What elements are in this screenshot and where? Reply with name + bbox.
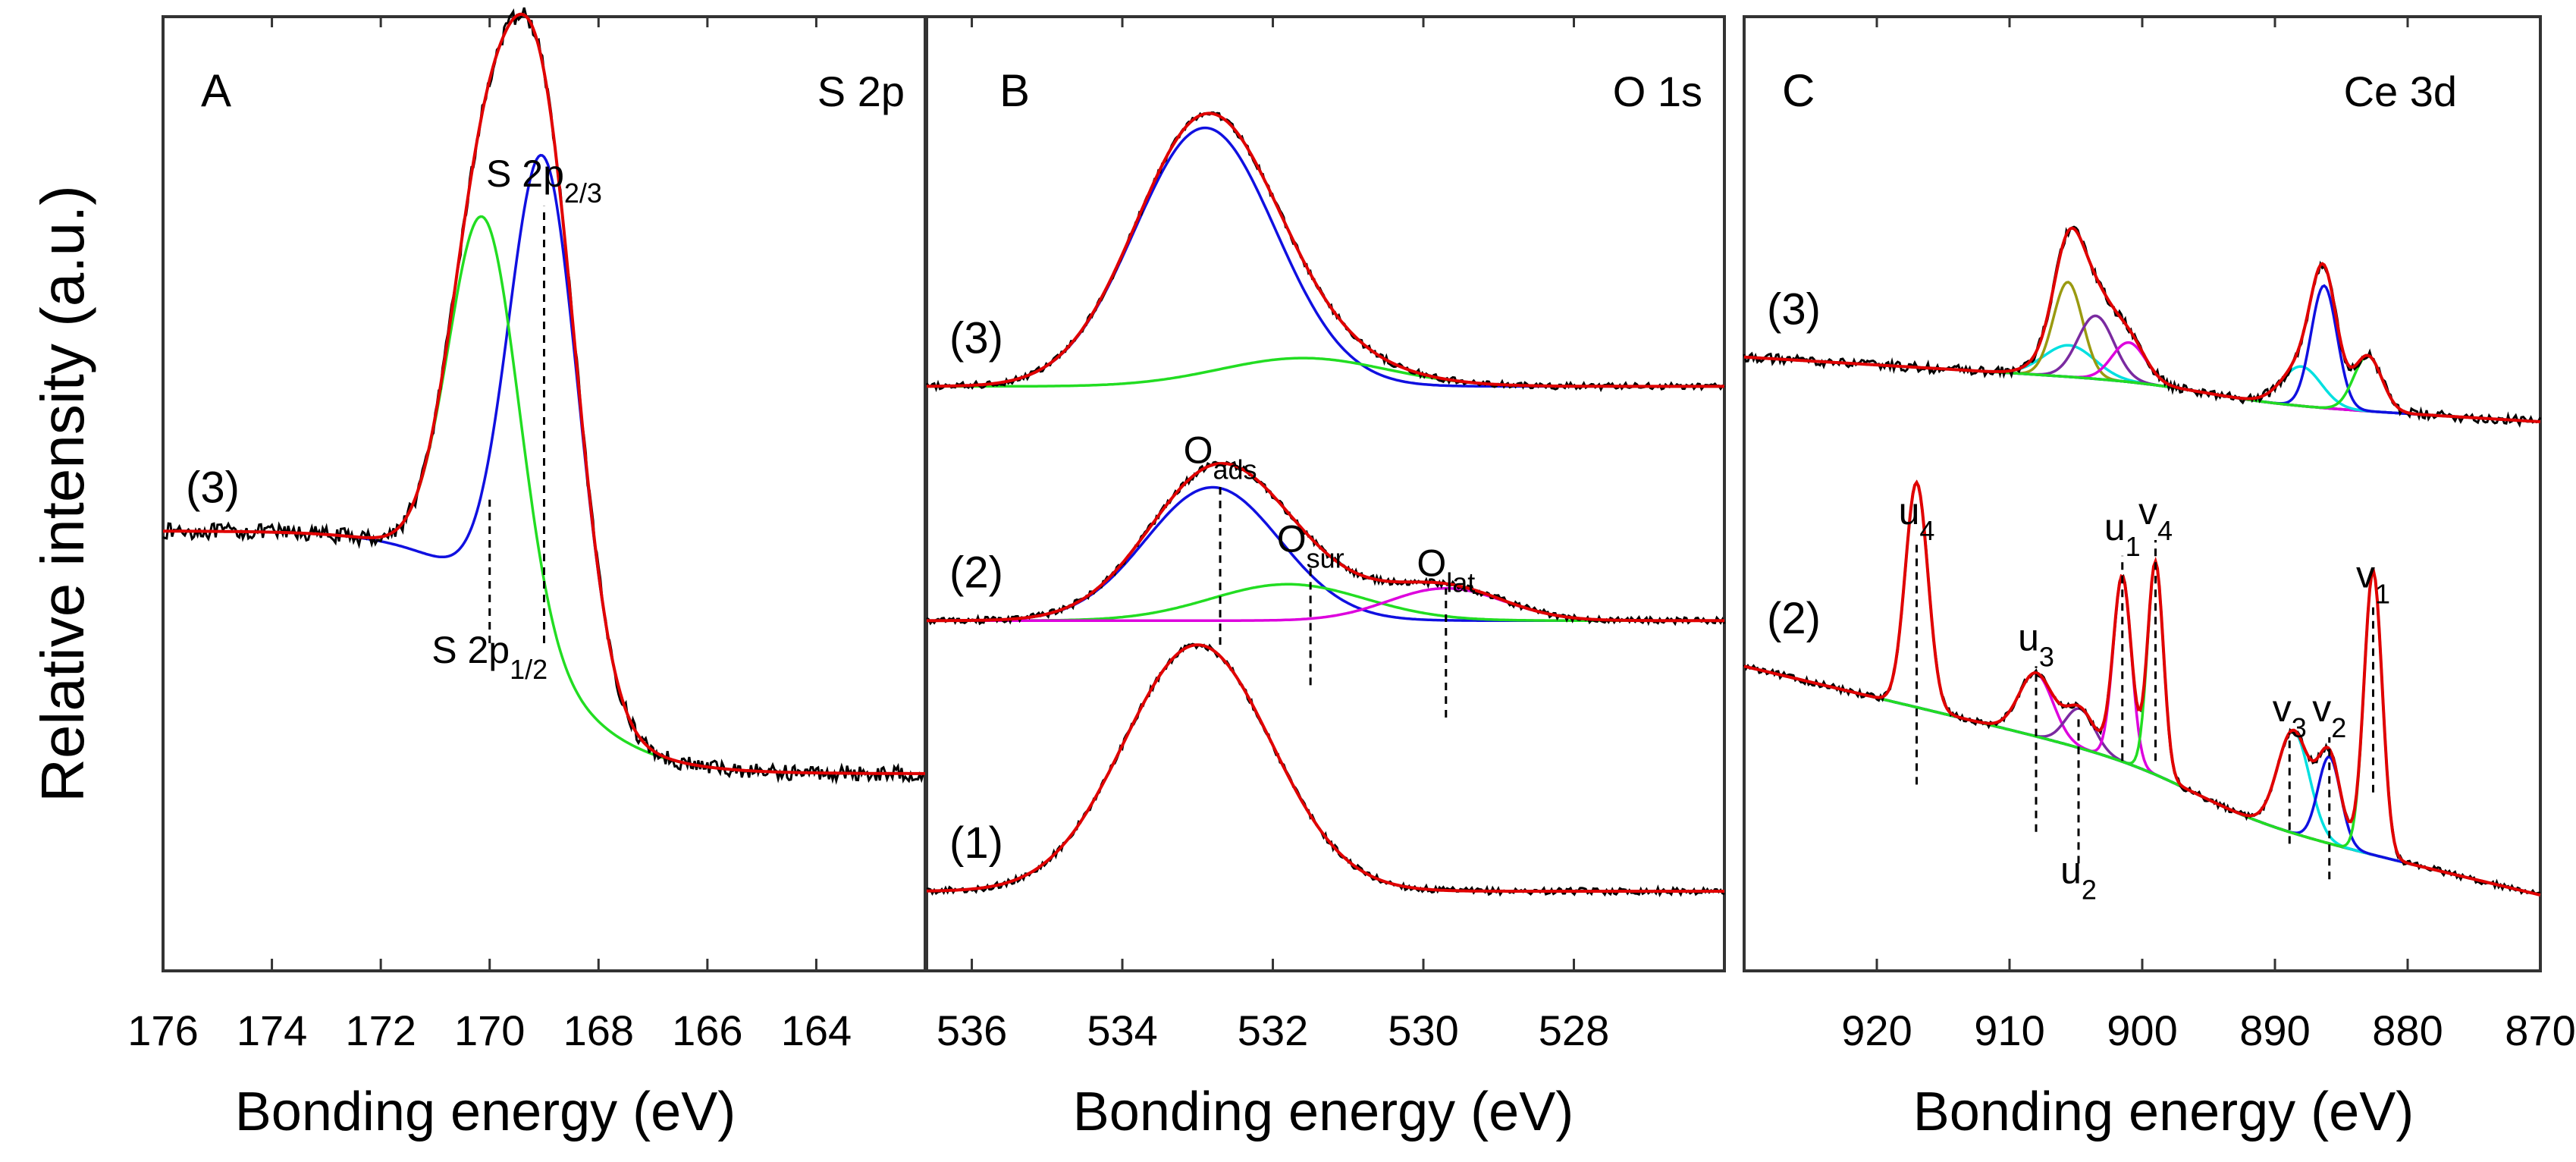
panel-c-peak-label: v2 xyxy=(2312,687,2346,743)
panel-b-spectrum-3-envelope xyxy=(927,643,1724,893)
peak-label-main: S 2p xyxy=(431,629,510,671)
panel-b: B O 1s Bonding energy (eV) xyxy=(925,15,1726,1142)
panel-c-spectrum-2-component-green xyxy=(1743,557,2541,897)
peak-label-subscript: 4 xyxy=(1919,515,1934,546)
panel-b-peak-label: Oads xyxy=(1184,429,1257,485)
panel-c-spectrum-2-component-magenta xyxy=(1743,575,2541,897)
peak-label-subscript: 2 xyxy=(2082,874,2097,905)
panel-c-spectrum-label: (3) xyxy=(1767,285,1821,334)
panel-c-spectrum-2-measured xyxy=(1743,479,2541,895)
peak-label-subscript: 1 xyxy=(2375,578,2390,609)
panel-c-region-title: Ce 3d xyxy=(2344,68,2457,115)
panel-b-peak-label: Osur xyxy=(1277,518,1344,574)
panel-b-spectrum-1-measured xyxy=(925,111,1725,393)
panel-a-xtick-label: 172 xyxy=(345,1007,416,1054)
panel-b-xtick-label: 534 xyxy=(1087,1007,1157,1054)
panel-a-xtick-label: 174 xyxy=(237,1007,307,1054)
panel-a-xlabel: Bonding energy (eV) xyxy=(235,1082,736,1142)
panel-b-spectrum-1-component-blue xyxy=(927,126,1724,388)
panel-b-region-title: O 1s xyxy=(1613,68,1702,115)
panel-c-peak-label: u1 xyxy=(2104,506,2141,562)
panel-b-letter: B xyxy=(999,65,1030,116)
panel-c-peak-label: v1 xyxy=(2356,553,2390,609)
peak-label-subscript: sur xyxy=(1307,542,1344,573)
peak-label-main: u xyxy=(2018,617,2039,659)
panel-a-xtick-label: 166 xyxy=(672,1007,742,1054)
panel-b-frame xyxy=(925,15,1726,972)
panel-c-spectrum-1-measured xyxy=(1743,225,2542,428)
peak-label-subscript: 1 xyxy=(2126,531,2141,562)
panel-c-peak-label: u3 xyxy=(2018,617,2054,673)
peak-label-subscript: 1/2 xyxy=(510,653,548,684)
panel-c-spectrum-2-component-green xyxy=(1743,567,2541,897)
panel-b-xlabel: Bonding energy (eV) xyxy=(1073,1082,1574,1142)
panel-c-peak-label: v3 xyxy=(2273,687,2307,743)
panel-c-letter: C xyxy=(1782,65,1815,116)
panel-a-xtick-label: 176 xyxy=(127,1007,198,1054)
panel-b-spectrum-label: (2) xyxy=(949,548,1003,597)
panel-b-spectrum-label: (3) xyxy=(949,313,1003,363)
panel-c-spectrum-label: (2) xyxy=(1767,594,1821,643)
panel-b-peak-label: Olat xyxy=(1417,542,1475,598)
panel-a: A S 2p Bonding energy (eV) xyxy=(162,15,927,1142)
panel-a-spectrum-1-envelope xyxy=(162,12,925,775)
panel-a-xtick-label: 164 xyxy=(781,1007,852,1054)
panel-c-spectrum-1-envelope xyxy=(1743,226,2541,423)
panel-b-spectrum-2-envelope xyxy=(927,462,1724,623)
panel-a-region-title: S 2p xyxy=(817,68,905,115)
panel-c-xtick-label: 920 xyxy=(1841,1007,1912,1054)
peak-label-subscript: 3 xyxy=(2292,712,2307,743)
peak-label-subscript: 4 xyxy=(2157,515,2173,546)
peak-label-main: S 2p xyxy=(486,152,564,195)
peak-label-main: v xyxy=(2312,687,2331,730)
panel-c-xtick-label: 870 xyxy=(2505,1007,2575,1054)
panel-b-xtick-label: 532 xyxy=(1238,1007,1308,1054)
peak-label-subscript: lat xyxy=(1446,567,1475,598)
peak-label-subscript: 2/3 xyxy=(564,177,602,209)
panel-b-spectrum-3-measured xyxy=(926,642,1725,897)
panel-c: C Ce 3d Bonding energy (eV) xyxy=(1743,15,2542,1142)
panel-a-spectrum-label: (3) xyxy=(186,463,240,512)
peak-label-main: v xyxy=(2138,490,2157,532)
peak-label-subscript: 3 xyxy=(2039,641,2054,672)
panel-b-spectrum-1-envelope xyxy=(927,111,1724,388)
peak-label-main: O xyxy=(1277,518,1307,561)
peak-label-main: u xyxy=(2060,849,2082,891)
panel-a-plot: 176 174 172 170 168 166 164(3)S 2p2/3S 2p1/2 xyxy=(127,7,925,1054)
panel-c-xtick-label: 880 xyxy=(2372,1007,2443,1054)
peak-label-main: u xyxy=(2104,506,2126,548)
panel-c-xlabel: Bonding energy (eV) xyxy=(1913,1082,2414,1142)
panel-b-xtick-label: 536 xyxy=(937,1007,1007,1054)
panel-c-xtick-label: 910 xyxy=(1974,1007,2044,1054)
panel-a-xtick-label: 170 xyxy=(454,1007,525,1054)
peak-label-main: v xyxy=(2273,687,2292,730)
peak-label-subscript: ads xyxy=(1213,454,1257,485)
panel-c-xtick-label: 900 xyxy=(2107,1007,2177,1054)
peak-label-main: O xyxy=(1417,542,1446,585)
peak-label-subscript: 2 xyxy=(2331,712,2346,743)
panel-b-xtick-label: 528 xyxy=(1539,1007,1609,1054)
panel-a-peak-label: S 2p2/3 xyxy=(486,152,602,209)
peak-label-main: O xyxy=(1184,429,1213,472)
panel-c-peak-label: u4 xyxy=(1899,490,1935,546)
panel-a-letter: A xyxy=(201,65,231,116)
panel-c-peak-label: u2 xyxy=(2060,849,2097,905)
panel-a-xtick-label: 168 xyxy=(563,1007,634,1054)
panel-c-xtick-label: 890 xyxy=(2239,1007,2310,1054)
panel-c-spectrum-1-component-purple xyxy=(1743,314,2541,423)
panel-c-peak-label: v4 xyxy=(2138,490,2173,546)
peak-label-main: u xyxy=(1899,490,1920,532)
panel-b-spectrum-label: (1) xyxy=(949,818,1003,868)
panel-a-peak-label: S 2p1/2 xyxy=(431,629,548,685)
peak-label-main: v xyxy=(2356,553,2375,595)
panel-c-spectrum-2-envelope xyxy=(1743,479,2541,897)
y-axis-label: Relative intensity (a.u.) xyxy=(29,185,96,802)
panel-b-xtick-label: 530 xyxy=(1388,1007,1458,1054)
